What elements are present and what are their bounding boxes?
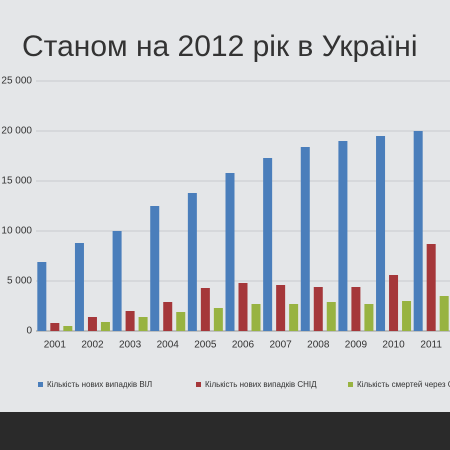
- bar: [37, 262, 47, 331]
- bar: [213, 308, 223, 331]
- bar: [263, 158, 273, 331]
- bar: [413, 131, 423, 331]
- x-tick-label: 2002: [81, 340, 104, 351]
- bar: [326, 302, 336, 331]
- y-tick-label: 0: [26, 326, 32, 337]
- bar: [289, 304, 299, 331]
- bar: [225, 173, 235, 331]
- bar: [238, 283, 248, 331]
- bar: [389, 275, 399, 331]
- x-tick-label: 2008: [307, 340, 330, 351]
- legend-swatch: [348, 382, 353, 387]
- slide: [0, 0, 450, 412]
- bar: [300, 147, 310, 331]
- y-tick-label: 15 000: [1, 176, 32, 187]
- legend-swatch: [196, 382, 201, 387]
- bar: [100, 322, 110, 331]
- bar: [439, 296, 449, 331]
- bar: [163, 302, 173, 331]
- x-tick-label: 2005: [194, 340, 217, 351]
- bar: [364, 304, 374, 331]
- bar: [125, 311, 135, 331]
- legend-label: Кількість нових випадків СНІД: [205, 380, 317, 389]
- y-tick-label: 5 000: [7, 276, 32, 287]
- x-tick-label: 2007: [270, 340, 293, 351]
- bar: [50, 323, 60, 331]
- x-tick-label: 2011: [420, 340, 442, 351]
- x-tick-label: 2010: [382, 340, 405, 351]
- bar: [200, 288, 210, 331]
- x-tick-label: 2003: [119, 340, 142, 351]
- y-tick-label: 25 000: [1, 76, 32, 87]
- bar: [276, 285, 286, 331]
- bar: [150, 206, 160, 331]
- bar: [338, 141, 348, 331]
- y-tick-label: 10 000: [1, 226, 32, 237]
- x-tick-label: 2006: [232, 340, 255, 351]
- legend-label: Кількість смертей через СНІД: [357, 380, 450, 389]
- legend-swatch: [38, 382, 43, 387]
- bar: [63, 326, 73, 331]
- bar: [187, 193, 197, 331]
- bar: [402, 301, 412, 331]
- y-tick-label: 20 000: [1, 126, 32, 137]
- bar: [376, 136, 386, 331]
- x-tick-label: 2004: [157, 340, 180, 351]
- bar: [87, 317, 97, 331]
- legend-label: Кількість нових випадків ВІЛ: [47, 380, 152, 389]
- x-tick-label: 2001: [44, 340, 67, 351]
- bar: [426, 244, 436, 331]
- bar: [251, 304, 261, 331]
- x-tick-label: 2009: [345, 340, 368, 351]
- bar: [138, 317, 148, 331]
- bar: [351, 287, 361, 331]
- bar: [176, 312, 186, 331]
- chart-title: Станом на 2012 рік в Україні: [22, 30, 417, 63]
- bar: [74, 243, 84, 331]
- bar: [313, 287, 323, 331]
- bar: [112, 231, 122, 331]
